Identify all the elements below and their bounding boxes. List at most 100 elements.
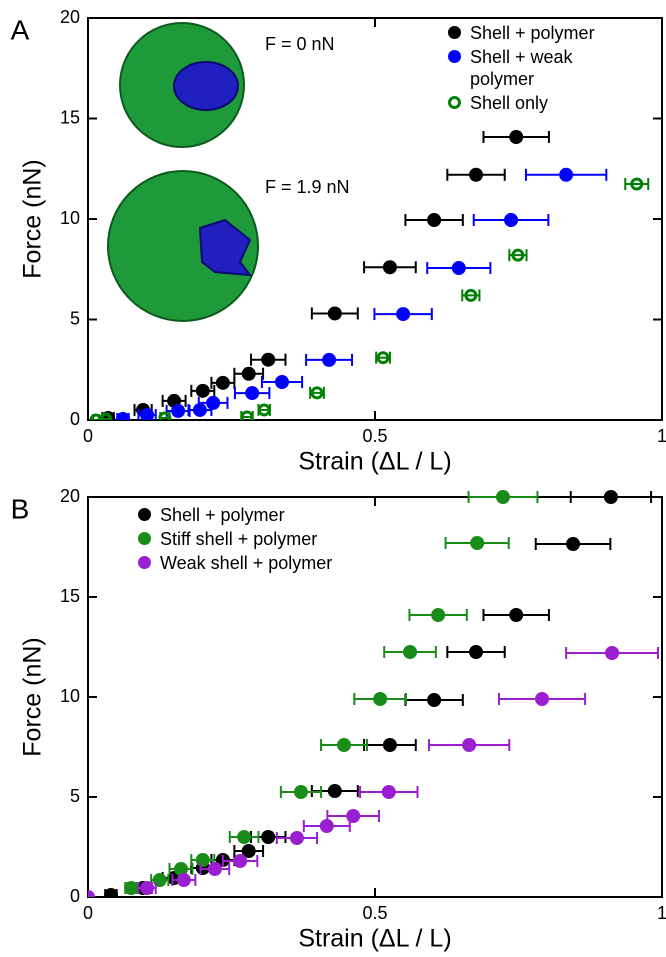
point [240,410,254,420]
point [206,395,221,410]
point [469,167,484,182]
y-tick-label: 20 [60,7,80,27]
legend: Shell + polymer Stiff shell + polymer Weak… [138,504,398,576]
point [176,873,191,887]
point [88,890,95,897]
point [124,881,139,895]
point [237,830,252,844]
panel-label: B [11,493,30,524]
point [509,129,524,144]
point [504,213,519,228]
point [630,177,644,191]
point [327,784,342,798]
point [431,608,446,622]
point [327,306,342,321]
molecule-images [107,22,259,322]
point [376,351,390,365]
point [337,738,352,752]
point [427,693,442,707]
point [195,383,210,398]
point [241,844,256,858]
x-tick-label: 0.5 [362,903,387,923]
x-tick-label: 0 [83,426,93,446]
legend-label: Weak shell + polymer [160,553,333,573]
shell-image [107,170,259,322]
point [462,738,477,752]
legend-entry: Shell + polymer [138,504,398,526]
legend-marker [448,26,461,39]
point [382,738,397,752]
y-axis-label: Force (nN) [19,159,47,278]
point [511,248,525,262]
error-bar [624,178,650,191]
point [346,809,361,823]
point [535,692,550,706]
point [496,490,511,504]
point [116,411,131,420]
point [381,785,396,799]
point [322,352,337,367]
point [215,375,230,390]
point [207,862,222,876]
point [261,830,276,844]
point [192,402,207,417]
annotation: F = 0 nN [265,34,335,54]
legend-marker [138,556,151,569]
point [103,888,118,897]
x-axis-label: Strain (ΔL / L) [298,448,451,476]
point [559,167,574,182]
polymer-image [173,61,239,111]
y-tick-label: 5 [70,308,80,328]
point [140,407,155,420]
point [89,413,103,420]
y-tick-label: 0 [70,886,80,906]
point [470,536,485,550]
point [605,646,620,660]
point [140,881,155,895]
legend-label: Shell + polymer [470,23,595,43]
point [233,854,248,868]
point [310,386,324,400]
legend-entry: Shell only [448,92,628,114]
point [293,785,308,799]
panel-label: A [11,14,30,45]
point [509,608,524,622]
annotation: F = 1.9 nN [265,177,350,197]
point [403,645,418,659]
point [566,537,581,551]
y-tick-label: 0 [70,409,80,429]
x-tick-label: 1 [657,426,666,446]
y-tick-label: 15 [60,107,80,127]
legend-marker [138,508,151,521]
point [275,375,290,390]
point [261,352,276,367]
legend-marker [138,532,151,545]
point [319,819,334,833]
legend-label: Shell + weak polymer [470,47,573,89]
y-tick-label: 10 [60,686,80,706]
x-tick-label: 1 [657,903,666,923]
y-axis-label: Force (nN) [19,637,47,756]
point [289,831,304,845]
y-tick-label: 20 [60,486,80,506]
polymer-image [198,218,253,277]
point [396,307,411,322]
point [173,862,188,876]
data-layer [89,129,650,420]
legend-label: Stiff shell + polymer [160,529,318,549]
point [245,386,260,401]
x-tick-label: 0 [83,903,93,923]
point [427,213,442,228]
legend-entry: Weak shell + polymer [138,552,398,574]
y-tick-label: 10 [60,208,80,228]
legend-entry: Shell + weak polymer [448,46,628,90]
legend-label: Shell only [470,93,549,113]
point [469,645,484,659]
point [241,366,256,381]
y-tick-label: 5 [70,786,80,806]
point [464,288,478,302]
